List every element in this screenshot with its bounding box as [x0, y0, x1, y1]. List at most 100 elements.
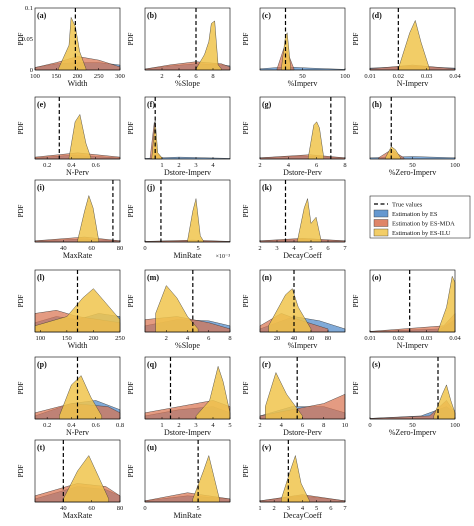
panel-e: 0.2 0.4 0.6N-Perv PDF (e)	[17, 96, 121, 177]
x-tick-label: 2	[258, 162, 261, 169]
x-tick-label: 1	[160, 422, 163, 429]
x-tick-label: 80	[117, 245, 124, 252]
legend: True values Estimation by ES Estimation by…	[369, 195, 471, 239]
x-tick-label: 4	[287, 162, 291, 169]
x-tick-label: 0.6	[92, 422, 101, 429]
x-tick-label: 7	[343, 505, 347, 512]
y-axis-label: PDF	[127, 121, 135, 134]
x-axis-label: Dstore-Imperv	[164, 428, 211, 437]
series-es-ilu-area	[187, 198, 204, 243]
x-tick-label: 100	[35, 335, 45, 342]
x-tick-label: 0.6	[92, 162, 101, 169]
series-es-ilu-area	[195, 20, 222, 71]
panel-label: (i)	[37, 183, 45, 192]
x-tick-label: 5	[228, 422, 231, 429]
x-tick-label: 0.04	[449, 335, 461, 342]
panel-g: 2 4 6 8 Dstore-Perv PDF (g)	[242, 96, 347, 177]
panel-t: 40 60 80 MaxRate PDF (t)	[17, 439, 124, 520]
plot-frame	[144, 356, 231, 420]
x-tick-label: 150	[51, 73, 61, 80]
x-tick-label: 4	[292, 245, 296, 252]
y-axis-label: PDF	[17, 464, 25, 477]
y-axis-label: PDF	[242, 294, 250, 307]
x-tick-label: 0.01	[364, 73, 375, 80]
series-es-ilu-area	[297, 198, 322, 243]
x-tick-label: 2	[177, 422, 180, 429]
panel-label: (d)	[372, 11, 382, 20]
panel-label: (m)	[147, 273, 159, 282]
y-axis-label: PDF	[17, 381, 25, 394]
x-tick-label: 0	[143, 505, 146, 512]
legend-swatch	[373, 228, 389, 237]
series-es-ilu-area	[59, 375, 102, 420]
panel-label: (o)	[372, 273, 382, 282]
x-tick-label: 7	[343, 245, 347, 252]
series-es-ilu-area	[63, 455, 109, 503]
x-tick-label: 0	[143, 245, 146, 252]
x-tick-label: 0.03	[421, 73, 432, 80]
series-es-ilu-area	[433, 384, 456, 420]
panel-label: (k)	[262, 183, 272, 192]
legend-entry-label: True values	[392, 202, 423, 209]
x-tick-label: 20	[274, 335, 281, 342]
panel-label: (u)	[147, 443, 157, 452]
y-axis-label: PDF	[127, 32, 135, 45]
legend-entry-label: Estimation by ES	[392, 211, 438, 218]
x-axis-label: Dstore-Imperv	[164, 168, 211, 177]
panel-label: (q)	[147, 360, 157, 369]
series-es-ilu-area	[195, 365, 231, 420]
legend-entry-label: Estimation by ES-ILU	[392, 230, 451, 237]
x-tick-label: 200	[73, 73, 83, 80]
x-tick-label: 50	[299, 73, 306, 80]
panel-label: (e)	[37, 100, 46, 109]
x-tick-label: 80	[325, 335, 332, 342]
x-tick-label: 6	[301, 422, 305, 429]
x-tick-label: 150	[62, 335, 72, 342]
x-tick-label: 8	[343, 162, 346, 169]
x-tick-label: 80	[117, 505, 124, 512]
x-tick-label: 60	[88, 245, 95, 252]
plot-frame	[369, 7, 456, 71]
panel-label: (s)	[372, 360, 381, 369]
x-tick-label: 8	[211, 73, 214, 80]
plot-frame	[144, 96, 231, 160]
x-tick-label: 300	[115, 73, 125, 80]
x-axis-label: Dstore-Perv	[283, 168, 322, 177]
y-axis-label: PDF	[127, 381, 135, 394]
x-tick-label: 4	[186, 335, 190, 342]
x-tick-label: 3	[194, 422, 197, 429]
panel-h: 50 100 %Zero-Imperv PDF (h)	[352, 96, 460, 177]
x-tick-label: 60	[88, 505, 95, 512]
x-tick-label: 0.03	[421, 335, 432, 342]
x-tick-label: 8	[322, 422, 325, 429]
x-axis-label: %Slope	[175, 79, 200, 88]
x-axis-label: Width	[68, 79, 88, 88]
x-tick-label: 10	[342, 422, 349, 429]
plot-frame	[369, 269, 456, 333]
x-tick-label: 50	[409, 422, 416, 429]
x-tick-label: 100	[340, 73, 350, 80]
x-tick-label: 200	[89, 335, 99, 342]
panel-label: (c)	[262, 11, 271, 20]
panel-label: (f)	[147, 100, 155, 109]
y-axis-label: PDF	[242, 464, 250, 477]
panel-p: 0.2 0.4 0.6 0.8 N-Perv PDF (p)	[17, 356, 124, 437]
x-axis-label: %Imperv	[288, 79, 318, 88]
y-axis-label: PDF	[242, 32, 250, 45]
plot-frame	[144, 7, 231, 71]
x-tick-label: 5	[197, 245, 200, 252]
x-tick-label: 0.8	[116, 422, 124, 429]
panel-s: 0 50 100 %Zero-Imperv PDF (s)	[352, 356, 460, 437]
x-axis-label: MinRate	[174, 511, 202, 520]
panel-label: (t)	[37, 443, 45, 452]
x-tick-label: 4	[301, 505, 305, 512]
series-es-ilu-area	[151, 120, 163, 160]
x-tick-label: 4	[211, 422, 215, 429]
x-tick-label: 0.02	[393, 335, 404, 342]
series-es-ilu-area	[268, 288, 312, 333]
y-axis-label: PDF	[17, 204, 25, 217]
x-tick-label: 2	[160, 73, 163, 80]
x-axis-label: N-Imperv	[397, 341, 429, 350]
series-es-ilu-area	[308, 121, 324, 160]
